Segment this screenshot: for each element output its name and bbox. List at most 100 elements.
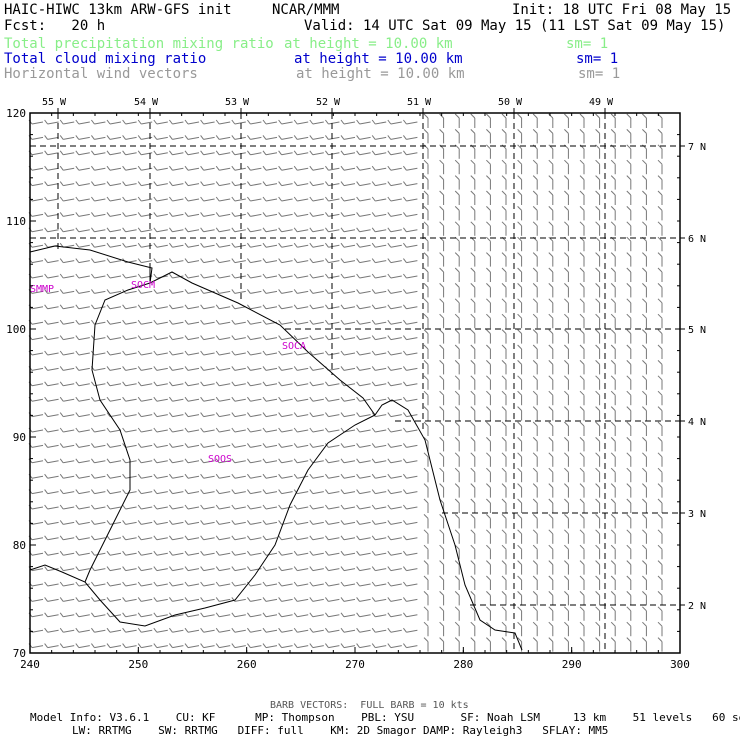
- wind-barb: [595, 498, 601, 513]
- wind-barb: [44, 273, 59, 279]
- wind-barb: [470, 236, 476, 252]
- wind-barb: [626, 175, 632, 190]
- wind-barb: [231, 335, 246, 341]
- wind-barb: [626, 236, 632, 252]
- wind-barb: [387, 319, 402, 325]
- wind-barb: [200, 443, 215, 448]
- wind-barb: [423, 544, 429, 560]
- wind-barb: [579, 298, 585, 313]
- wind-barb: [91, 319, 106, 325]
- wind-barb: [293, 412, 309, 418]
- organization: NCAR/MMM: [272, 2, 340, 18]
- wind-barb: [122, 581, 137, 587]
- wind-barb: [387, 520, 402, 525]
- wind-barb: [657, 498, 663, 513]
- wind-barb: [402, 581, 418, 587]
- wind-barb: [470, 606, 476, 621]
- wind-barb: [28, 597, 44, 602]
- wind-barb: [309, 581, 324, 587]
- wind-barb: [200, 242, 215, 248]
- wind-barb: [356, 258, 371, 264]
- wind-barb: [75, 165, 90, 171]
- wind-barb: [340, 504, 356, 510]
- wind-barb: [595, 452, 601, 467]
- wind-barb: [642, 113, 647, 128]
- wind-barb: [278, 489, 293, 495]
- wind-barb: [309, 627, 324, 633]
- wind-barb: [44, 227, 59, 233]
- wind-barb: [579, 159, 585, 175]
- wind-barb: [91, 181, 106, 187]
- wind-barb: [231, 581, 246, 587]
- wind-barb: [215, 242, 231, 248]
- wind-barb: [44, 550, 59, 556]
- wind-barb: [454, 175, 460, 190]
- wind-barb: [402, 550, 418, 556]
- wind-barb: [340, 535, 356, 541]
- wind-barb: [106, 535, 122, 541]
- wind-barb: [532, 221, 538, 236]
- wind-barb: [75, 381, 90, 387]
- wind-barb: [137, 443, 153, 448]
- wind-barb: [168, 181, 184, 187]
- wind-barb: [324, 242, 340, 248]
- wind-barb: [564, 406, 569, 421]
- wind-barb: [293, 289, 309, 294]
- wind-barb: [215, 150, 231, 156]
- wind-barb: [626, 113, 632, 128]
- wind-barb: [486, 637, 491, 652]
- wind-barb: [454, 329, 460, 344]
- wind-barb: [75, 473, 90, 479]
- wind-barb: [642, 529, 647, 544]
- wind-barb: [309, 335, 324, 341]
- wind-barb: [423, 606, 429, 621]
- wind-barb: [423, 591, 429, 606]
- wind-barb: [517, 236, 523, 252]
- wind-barb: [356, 242, 371, 248]
- wind-barb: [371, 196, 387, 202]
- wind-barb: [137, 643, 153, 649]
- wind-barb: [215, 458, 231, 464]
- wind-barb: [423, 221, 429, 236]
- wind-barb: [246, 443, 262, 448]
- wind-barb: [402, 612, 418, 618]
- wind-barb: [106, 396, 122, 402]
- wind-barb: [595, 375, 601, 390]
- x-tick-label: 300: [670, 658, 690, 671]
- y-tick-label: 80: [13, 539, 26, 552]
- wind-barb: [548, 252, 554, 267]
- wind-barb: [501, 283, 507, 298]
- wind-barb: [486, 621, 491, 637]
- wind-barb: [532, 467, 538, 483]
- wind-barb: [579, 467, 585, 483]
- wind-barb: [423, 467, 429, 483]
- wind-barb: [309, 381, 324, 387]
- wind-barb: [610, 360, 616, 375]
- wind-barb: [626, 313, 632, 329]
- wind-barb: [106, 520, 122, 525]
- wind-barb: [657, 483, 663, 498]
- wind-barb: [309, 150, 324, 156]
- wind-barb: [402, 242, 418, 248]
- wind-barb: [532, 421, 538, 436]
- wind-barb: [215, 212, 231, 217]
- wind-barb: [28, 319, 44, 325]
- wind-barb: [28, 119, 44, 125]
- wind-barb: [642, 344, 647, 359]
- wind-barb: [610, 498, 616, 513]
- wind-barb: [122, 473, 137, 479]
- wind-barb: [501, 575, 507, 590]
- wind-barb: [75, 181, 90, 187]
- wind-barb: [356, 350, 371, 356]
- wind-barb: [454, 298, 460, 313]
- wind-barb: [106, 119, 122, 125]
- wind-barb: [454, 452, 460, 467]
- wind-barb: [626, 591, 632, 606]
- wind-barb: [532, 575, 538, 590]
- wind-barb: [340, 135, 356, 140]
- wind-barb: [610, 621, 616, 637]
- wind-barb: [356, 535, 371, 541]
- wind-barb: [626, 129, 632, 144]
- x-tick-label: 270: [345, 658, 365, 671]
- wind-barb: [501, 360, 507, 375]
